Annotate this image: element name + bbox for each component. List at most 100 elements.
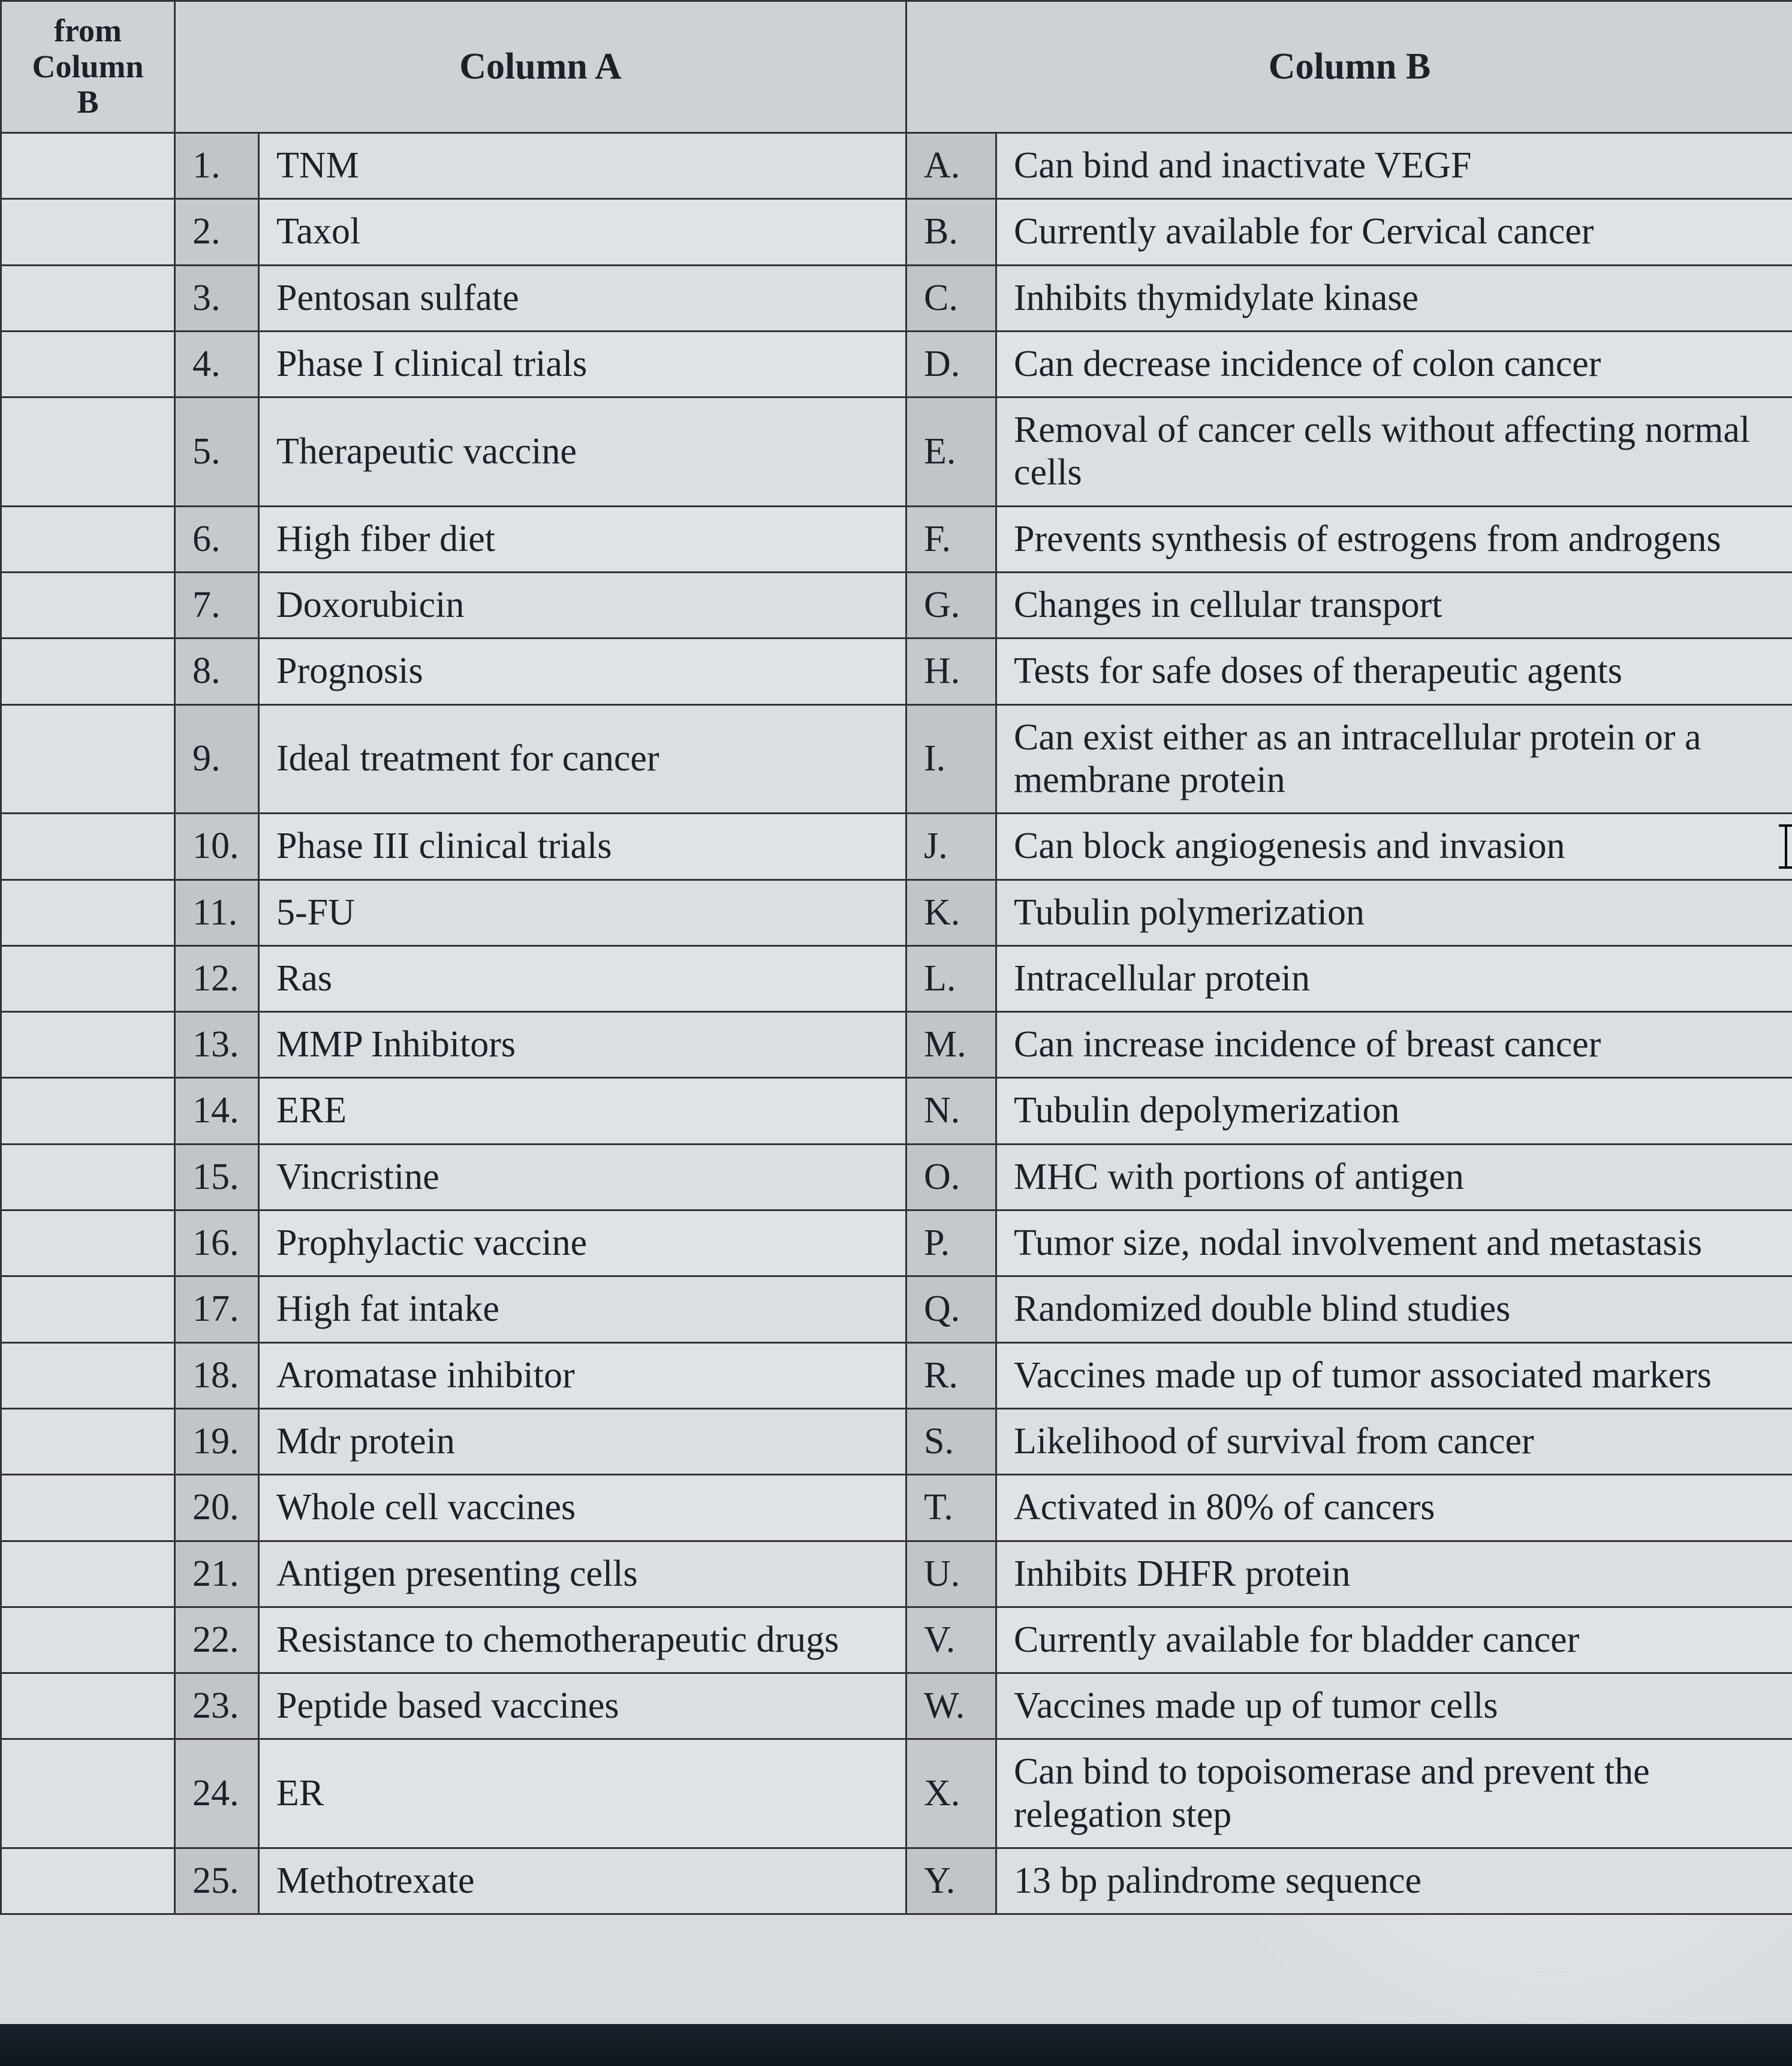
answer-cell[interactable] [1,1144,175,1210]
header-column-a: Column A [175,1,906,133]
col-b-letter: D. [906,331,996,397]
col-b-letter: M. [906,1012,996,1078]
table-row: 18.Aromatase inhibitorR.Vaccines made up… [1,1342,1792,1408]
col-b-letter: E. [906,397,996,507]
table-row: 4.Phase I clinical trialsD.Can decrease … [1,331,1792,397]
answer-cell[interactable] [1,945,175,1011]
col-b-text: Intracellular protein [996,945,1792,1011]
col-b-letter: O. [906,1144,996,1210]
col-a-number: 5. [175,397,259,507]
col-a-number: 16. [175,1210,259,1276]
col-a-text: Ras [259,945,906,1011]
answer-cell[interactable] [1,573,175,639]
answer-cell[interactable] [1,506,175,572]
col-a-text: High fat intake [259,1276,906,1342]
table-row: 10.Phase III clinical trialsJ.Can block … [1,814,1792,880]
col-a-text: Prophylactic vaccine [259,1210,906,1276]
table-row: 5.Therapeutic vaccineE.Removal of cancer… [1,397,1792,507]
col-b-text: Tumor size, nodal involvement and metast… [996,1210,1792,1276]
col-b-letter: U. [906,1541,996,1607]
col-b-text: Can increase incidence of breast cancer [996,1012,1792,1078]
col-b-text: Vaccines made up of tumor cells [996,1673,1792,1739]
answer-cell[interactable] [1,1078,175,1144]
col-a-text: ERE [259,1078,906,1144]
col-b-text: Can exist either as an intracellular pro… [996,704,1792,814]
col-b-letter: T. [906,1475,996,1541]
col-b-text: Can block angiogenesis and invasion [996,814,1792,880]
matching-table: from Column B Column A Column B 1.TNMA.C… [0,0,1792,1915]
answer-cell[interactable] [1,1276,175,1342]
col-a-text: 5-FU [259,880,906,945]
col-a-number: 24. [175,1739,259,1848]
answer-cell[interactable] [1,1475,175,1541]
col-a-number: 25. [175,1848,259,1914]
col-b-text: Inhibits DHFR protein [996,1541,1792,1607]
col-b-letter: Q. [906,1276,996,1342]
col-a-text: Vincristine [259,1144,906,1210]
col-a-text: Phase I clinical trials [259,331,906,397]
col-a-number: 4. [175,331,259,397]
col-b-letter: C. [906,265,996,331]
col-b-text: Can bind to topoisomerase and prevent th… [996,1739,1792,1848]
col-b-letter: X. [906,1739,996,1848]
col-b-text: Likelihood of survival from cancer [996,1408,1792,1474]
col-b-letter: A. [906,133,996,199]
col-b-letter: V. [906,1607,996,1673]
col-a-text: Whole cell vaccines [259,1475,906,1541]
col-b-letter: I. [906,704,996,814]
answer-cell[interactable] [1,880,175,945]
col-a-number: 3. [175,265,259,331]
col-a-text: Resistance to chemotherapeutic drugs [259,1607,906,1673]
col-a-text: Phase III clinical trials [259,814,906,880]
answer-cell[interactable] [1,397,175,507]
header-answer: from Column B [1,1,175,133]
table-row: 22.Resistance to chemotherapeutic drugsV… [1,1607,1792,1673]
col-b-text: MHC with portions of antigen [996,1144,1792,1210]
table-row: 16.Prophylactic vaccineP.Tumor size, nod… [1,1210,1792,1276]
answer-cell[interactable] [1,265,175,331]
answer-cell[interactable] [1,1673,175,1739]
answer-cell[interactable] [1,1607,175,1673]
text-cursor-icon [1785,826,1787,868]
answer-cell[interactable] [1,814,175,880]
col-a-number: 22. [175,1607,259,1673]
answer-cell[interactable] [1,1408,175,1474]
answer-cell[interactable] [1,331,175,397]
table-row: 8.PrognosisH.Tests for safe doses of the… [1,639,1792,704]
col-b-text: Inhibits thymidylate kinase [996,265,1792,331]
col-a-text: Ideal treatment for cancer [259,704,906,814]
page: from Column B Column A Column B 1.TNMA.C… [0,0,1792,2066]
answer-cell[interactable] [1,1739,175,1848]
table-row: 3.Pentosan sulfateC.Inhibits thymidylate… [1,265,1792,331]
col-a-text: ER [259,1739,906,1848]
col-b-letter: J. [906,814,996,880]
table-row: 21.Antigen presenting cellsU.Inhibits DH… [1,1541,1792,1607]
table-row: 19.Mdr proteinS.Likelihood of survival f… [1,1408,1792,1474]
answer-cell[interactable] [1,1210,175,1276]
col-a-text: Prognosis [259,639,906,704]
col-b-text: Prevents synthesis of estrogens from and… [996,506,1792,572]
col-b-letter: H. [906,639,996,704]
col-b-letter: Y. [906,1848,996,1914]
col-b-text: Randomized double blind studies [996,1276,1792,1342]
header-row: from Column B Column A Column B [1,1,1792,133]
col-a-number: 17. [175,1276,259,1342]
answer-cell[interactable] [1,133,175,199]
col-a-number: 14. [175,1078,259,1144]
answer-cell[interactable] [1,1848,175,1914]
col-a-number: 13. [175,1012,259,1078]
table-row: 24.ERX.Can bind to topoisomerase and pre… [1,1739,1792,1848]
answer-cell[interactable] [1,639,175,704]
col-b-text: Currently available for Cervical cancer [996,199,1792,265]
col-b-letter: F. [906,506,996,572]
answer-cell[interactable] [1,1541,175,1607]
col-a-number: 10. [175,814,259,880]
answer-cell[interactable] [1,704,175,814]
answer-cell[interactable] [1,1012,175,1078]
col-b-text: Activated in 80% of cancers [996,1475,1792,1541]
answer-cell[interactable] [1,1342,175,1408]
answer-cell[interactable] [1,199,175,265]
col-b-letter: N. [906,1078,996,1144]
col-a-text: Methotrexate [259,1848,906,1914]
header-column-b: Column B [906,1,1792,133]
